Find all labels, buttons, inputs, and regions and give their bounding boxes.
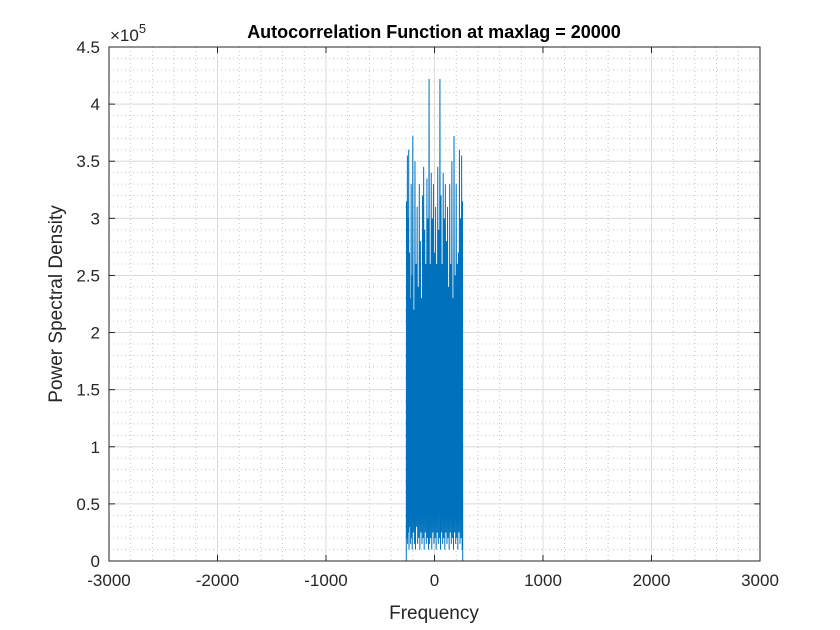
y-exponent-label: ×105 — [110, 21, 146, 45]
y-tick-label: 2.5 — [76, 266, 100, 285]
x-tick-label: 3000 — [741, 571, 779, 590]
y-exponent-base: ×10 — [110, 26, 139, 45]
y-tick-label: 2 — [91, 324, 100, 343]
x-tick-label: 0 — [430, 571, 439, 590]
y-tick-label: 0.5 — [76, 495, 100, 514]
x-axis-label: Frequency — [389, 603, 479, 624]
y-ticks: 0 0.5 1 1.5 2 2.5 3 3.5 4 4.5 — [76, 38, 760, 571]
x-tick-label: -2000 — [196, 571, 239, 590]
y-tick-label: 3.5 — [76, 152, 100, 171]
chart-title: Autocorrelation Function at maxlag = 200… — [247, 22, 621, 42]
y-tick-label: 1.5 — [76, 381, 100, 400]
y-tick-label: 1 — [91, 438, 100, 457]
x-tick-label: 2000 — [633, 571, 671, 590]
y-tick-label: 4.5 — [76, 38, 100, 57]
series-line-0 — [163, 78, 706, 562]
y-tick-label: 4 — [91, 95, 100, 114]
y-tick-label: 0 — [91, 552, 100, 571]
series-layer — [163, 78, 706, 562]
x-tick-label: -1000 — [304, 571, 347, 590]
y-tick-label: 3 — [91, 209, 100, 228]
y-axis-label: Power Spectral Density — [46, 205, 67, 403]
x-tick-label: 1000 — [524, 571, 562, 590]
x-ticks: -3000 -2000 -1000 0 1000 2000 3000 — [87, 47, 779, 590]
x-tick-label: -3000 — [87, 571, 130, 590]
y-exponent-power: 5 — [139, 21, 146, 36]
